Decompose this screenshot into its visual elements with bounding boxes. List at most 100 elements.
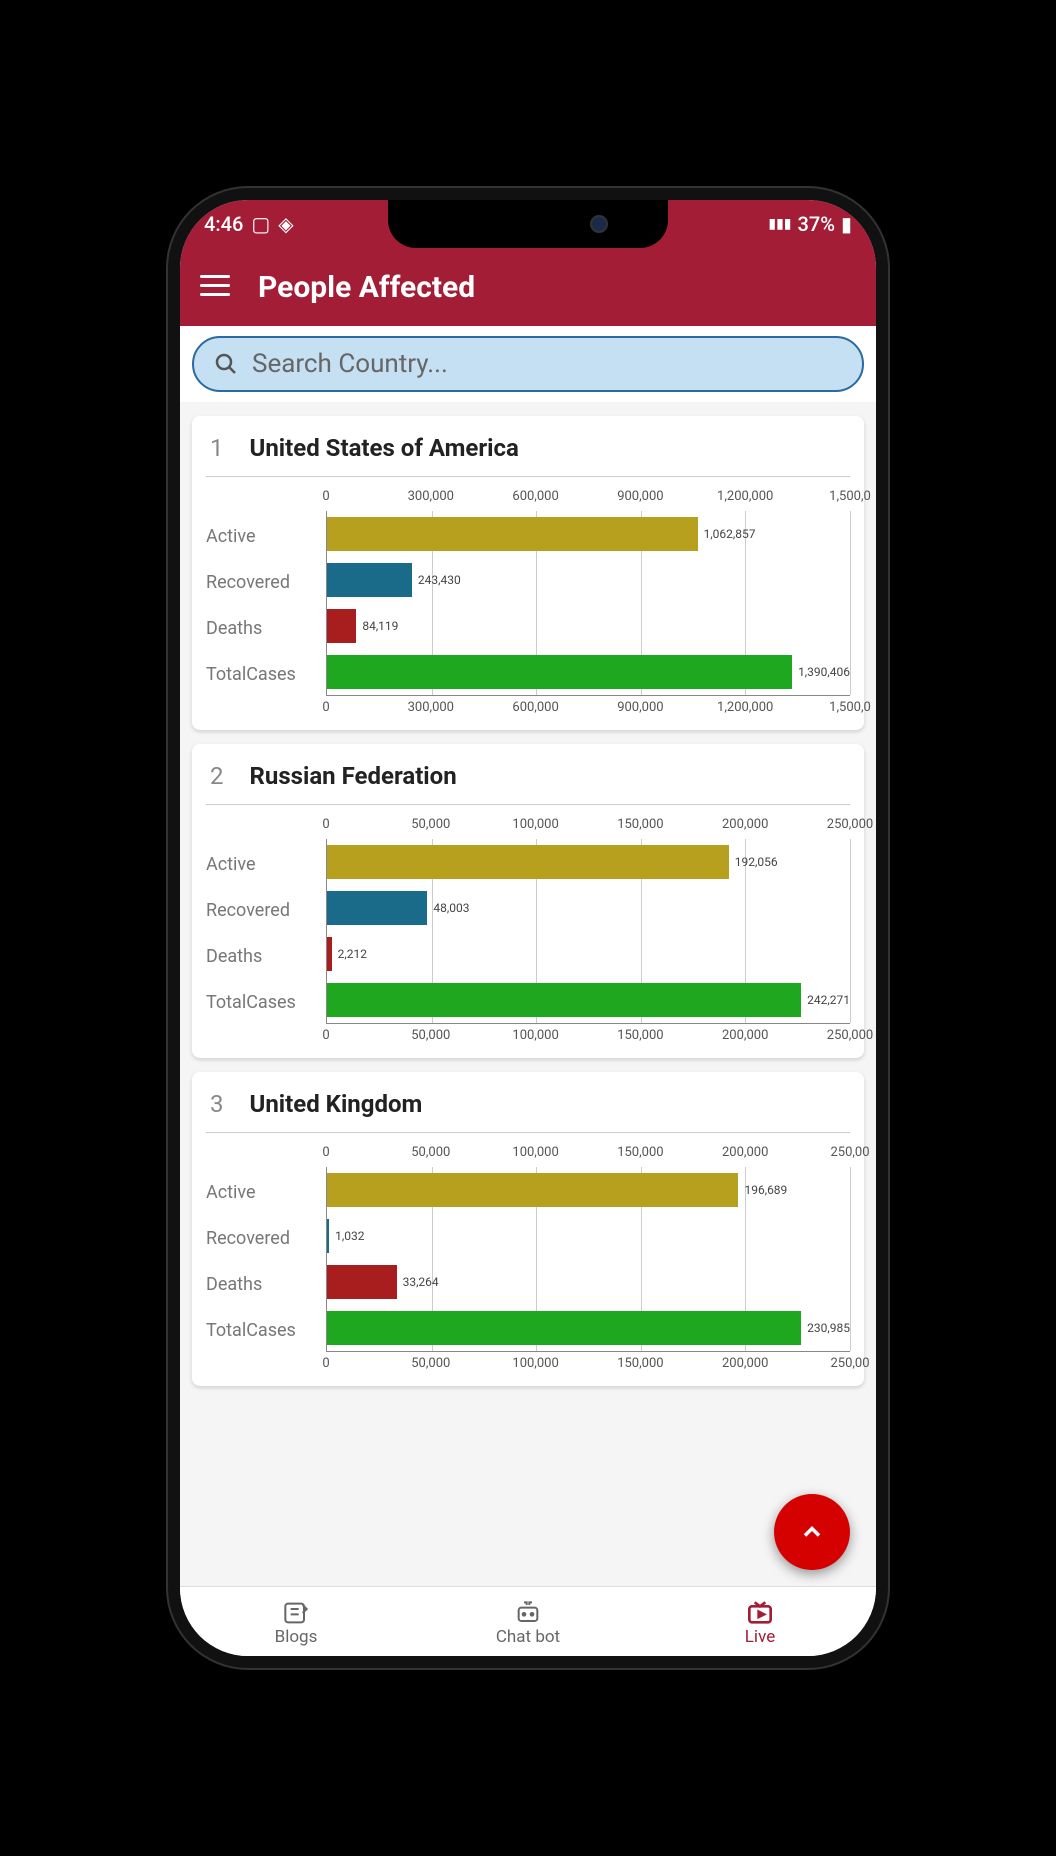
axis-tick: 600,000 — [512, 489, 558, 504]
axis-tick: 100,000 — [512, 1145, 558, 1160]
scroll-top-fab[interactable] — [774, 1494, 850, 1570]
search-box[interactable] — [192, 336, 864, 392]
bar-deaths — [327, 937, 332, 971]
nav-label: Chat bot — [496, 1627, 560, 1647]
nav-label: Blogs — [275, 1627, 318, 1647]
axis-tick: 150,000 — [617, 1145, 663, 1160]
country-card: 2 Russian Federation ActiveRecoveredDeath… — [192, 744, 864, 1058]
axis-tick: 250,00 — [830, 1356, 869, 1371]
category-label: Deaths — [206, 933, 326, 979]
country-rank: 1 — [210, 434, 224, 462]
axis-tick: 150,000 — [617, 817, 663, 832]
country-card: 3 United Kingdom ActiveRecoveredDeathsTot… — [192, 1072, 864, 1386]
live-icon — [744, 1597, 776, 1625]
category-label: Active — [206, 1169, 326, 1215]
category-label: Deaths — [206, 605, 326, 651]
search-icon — [214, 352, 238, 376]
axis-tick: 50,000 — [411, 1145, 450, 1160]
category-label: Deaths — [206, 1261, 326, 1307]
chatbot-icon — [512, 1597, 544, 1625]
axis-tick: 300,000 — [408, 700, 454, 715]
axis-tick: 1,500,0 — [829, 489, 871, 504]
bar-value-label: 196,689 — [744, 1183, 787, 1197]
axis-tick: 200,000 — [722, 1145, 768, 1160]
category-label: Recovered — [206, 1215, 326, 1261]
country-name: United States of America — [250, 434, 519, 462]
country-name: Russian Federation — [250, 762, 457, 790]
bar-deaths — [327, 609, 356, 643]
blogs-icon — [280, 1597, 312, 1625]
menu-icon[interactable] — [200, 275, 230, 299]
axis-tick: 900,000 — [617, 700, 663, 715]
axis-tick: 50,000 — [411, 1028, 450, 1043]
axis-tick: 50,000 — [411, 817, 450, 832]
axis-tick: 0 — [322, 1145, 329, 1160]
axis-tick: 200,000 — [722, 1356, 768, 1371]
axis-tick: 0 — [322, 1028, 329, 1043]
country-name: United Kingdom — [250, 1090, 423, 1118]
country-rank: 3 — [210, 1090, 224, 1118]
status-time: 4:46 — [204, 212, 243, 236]
axis-tick: 250,000 — [827, 817, 873, 832]
search-input[interactable] — [252, 349, 842, 379]
bar-totalcases — [327, 1311, 801, 1345]
country-rank: 2 — [210, 762, 224, 790]
image-icon: ▢ — [251, 212, 270, 236]
page-title: People Affected — [258, 270, 475, 305]
nav-item-blogs[interactable]: Blogs — [180, 1587, 412, 1656]
axis-tick: 250,00 — [830, 1145, 869, 1160]
bottom-nav: Blogs Chat bot Live — [180, 1586, 876, 1656]
axis-tick: 200,000 — [722, 1028, 768, 1043]
axis-tick: 0 — [322, 817, 329, 832]
bar-recovered — [327, 891, 427, 925]
axis-tick: 1,500,0 — [829, 700, 871, 715]
bar-active — [327, 1173, 738, 1207]
axis-tick: 100,000 — [512, 817, 558, 832]
bar-value-label: 192,056 — [735, 855, 778, 869]
signal-icon: ▮▮▮ — [768, 216, 791, 232]
bar-value-label: 1,062,857 — [704, 527, 756, 541]
axis-tick: 0 — [322, 489, 329, 504]
bar-value-label: 33,264 — [403, 1275, 439, 1289]
axis-tick: 100,000 — [512, 1356, 558, 1371]
bar-deaths — [327, 1265, 397, 1299]
bar-value-label: 243,430 — [418, 573, 461, 587]
axis-tick: 0 — [322, 700, 329, 715]
bar-value-label: 242,271 — [807, 993, 850, 1007]
axis-tick: 300,000 — [408, 489, 454, 504]
bar-recovered — [327, 1219, 329, 1253]
bar-value-label: 2,212 — [338, 947, 367, 961]
bar-value-label: 48,003 — [433, 901, 469, 915]
axis-tick: 250,000 — [827, 1028, 873, 1043]
bar-totalcases — [327, 983, 801, 1017]
category-label: Active — [206, 513, 326, 559]
bar-value-label: 84,119 — [362, 619, 398, 633]
category-label: TotalCases — [206, 651, 326, 697]
country-card: 1 United States of America ActiveRecovere… — [192, 416, 864, 730]
bar-value-label: 1,032 — [335, 1229, 364, 1243]
axis-tick: 50,000 — [411, 1356, 450, 1371]
app-header: People Affected — [180, 248, 876, 326]
axis-tick: 100,000 — [512, 1028, 558, 1043]
category-label: Recovered — [206, 887, 326, 933]
bar-value-label: 1,390,406 — [798, 665, 850, 679]
axis-tick: 200,000 — [722, 817, 768, 832]
axis-tick: 150,000 — [617, 1028, 663, 1043]
axis-tick: 1,200,000 — [717, 700, 773, 715]
nav-item-chat-bot[interactable]: Chat bot — [412, 1587, 644, 1656]
category-label: TotalCases — [206, 979, 326, 1025]
axis-tick: 900,000 — [617, 489, 663, 504]
axis-tick: 600,000 — [512, 700, 558, 715]
bar-recovered — [327, 563, 412, 597]
category-label: Active — [206, 841, 326, 887]
bar-totalcases — [327, 655, 792, 689]
category-label: Recovered — [206, 559, 326, 605]
wifi-icon: ◈ — [278, 212, 293, 236]
battery-text: 37% — [798, 212, 835, 236]
bar-active — [327, 845, 729, 879]
category-label: TotalCases — [206, 1307, 326, 1353]
axis-tick: 0 — [322, 1356, 329, 1371]
nav-label: Live — [745, 1627, 775, 1647]
axis-tick: 150,000 — [617, 1356, 663, 1371]
nav-item-live[interactable]: Live — [644, 1587, 876, 1656]
